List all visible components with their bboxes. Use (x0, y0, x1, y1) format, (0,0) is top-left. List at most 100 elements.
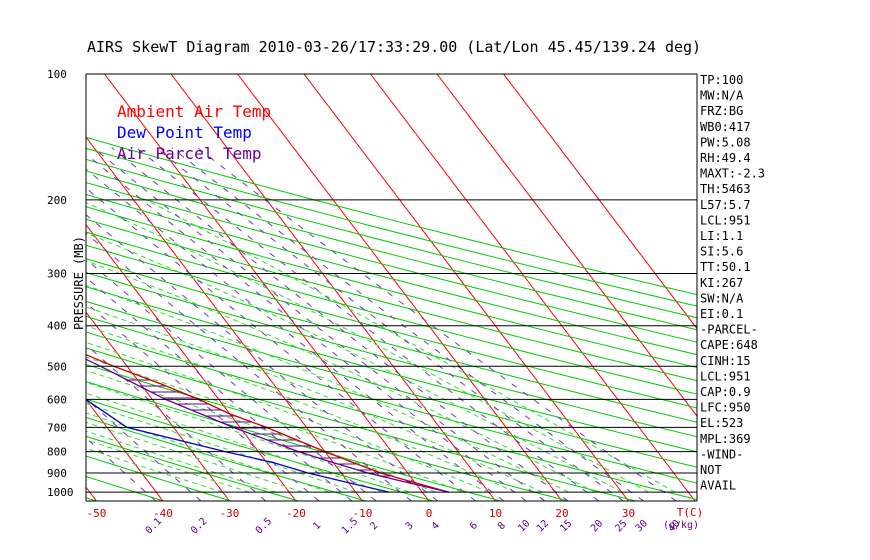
chart-title: AIRS SkewT Diagram 2010-03-26/17:33:29.0… (87, 38, 701, 56)
moist-adiabat-line (145, 199, 676, 493)
moist-adiabat-line (86, 325, 516, 493)
dry-adiabat-line (86, 315, 697, 484)
bottom-temp-tick-label: -30 (220, 507, 240, 520)
mixing-ratio-tick-label: 3 (404, 520, 416, 532)
pressure-tick-label: 900 (47, 467, 67, 480)
mixing-ratio-line (197, 147, 677, 501)
mixing-ratio-tick-label: 2 (368, 520, 380, 532)
index-readout: EL:523 (700, 416, 743, 430)
legend-dew-point-temp: Dew Point Temp (117, 123, 252, 142)
dry-adiabat-line (86, 193, 697, 356)
mixing-ratio-line (155, 147, 624, 501)
dry-adiabat-line (86, 380, 501, 501)
dry-adiabat-line (86, 331, 697, 501)
index-readout: MAXT:-2.3 (700, 167, 765, 181)
pressure-tick-label: 200 (47, 194, 67, 207)
moist-adiabat-line (86, 403, 356, 493)
pressure-tick-label: 500 (47, 360, 67, 373)
index-readout: LFC:950 (700, 401, 751, 415)
dry-adiabat-line (86, 218, 697, 382)
index-readout: PW:5.08 (700, 135, 751, 149)
dry-adiabat-line (86, 170, 697, 331)
dry-adiabat-line (86, 147, 697, 307)
dry-adiabat-line (86, 158, 697, 319)
dry-adiabat-line (86, 416, 366, 501)
bottom-temp-tick-label: -50 (87, 507, 107, 520)
index-readout: FRZ:BG (700, 104, 743, 118)
index-readout: RH:49.4 (700, 151, 751, 165)
moist-adiabat-line (86, 369, 436, 493)
index-readout: WB0:417 (700, 120, 751, 134)
cape-hatched-area (121, 376, 449, 493)
dry-adiabat-line (86, 136, 697, 296)
moist-adiabat-line (86, 439, 250, 493)
mixing-ratio-line (86, 168, 505, 501)
legend-air-parcel-temp: Air Parcel Temp (117, 144, 262, 163)
index-readout: LI:1.1 (700, 229, 743, 243)
index-readout: TP:100 (700, 73, 743, 87)
dry-adiabat-line (86, 300, 697, 468)
index-readout: SW:N/A (700, 291, 744, 305)
bottom-temp-tick-label: -10 (353, 507, 373, 520)
dry-adiabat-line (86, 206, 697, 369)
isotherm-line (86, 398, 164, 501)
bottom-temp-tick-label: 10 (489, 507, 502, 520)
index-readout: TH:5463 (700, 182, 751, 196)
index-readout: -WIND- (700, 447, 743, 461)
mixing-ratio-tick-label: 10 (516, 518, 532, 534)
dry-adiabat-line (86, 272, 697, 438)
moist-adiabat-line (86, 421, 303, 493)
isotherm-line (237, 74, 563, 501)
index-readout: NOT (700, 463, 722, 477)
mixing-ratio-tick-label: 6 (468, 520, 480, 532)
moist-adiabat-line (86, 381, 410, 493)
dry-adiabat-line (86, 347, 636, 501)
mixing-ratio-tick-label: 0.2 (189, 516, 210, 537)
ambient-temp-curve (86, 353, 450, 493)
bottom-temp-tick-label: 20 (555, 507, 568, 520)
mixing-ratio-tick-label: 0.5 (254, 516, 275, 537)
mixing-ratio-line (86, 344, 267, 501)
x-axis-label: T(C) (677, 506, 704, 519)
index-readout: LCL:951 (700, 369, 751, 383)
bottom-temp-tick-label: -40 (153, 507, 173, 520)
index-readout: SI:5.6 (700, 245, 743, 259)
mixing-ratio-tick-label: 8 (496, 520, 508, 532)
pressure-tick-label: 800 (47, 446, 67, 459)
dry-adiabat-line (86, 182, 697, 343)
isotherm-line (0, 74, 30, 501)
dry-adiabat-line (86, 435, 299, 501)
dew-point-curve (86, 398, 390, 493)
pressure-tick-label: 300 (47, 268, 67, 281)
isotherm-line (370, 74, 696, 501)
mixing-ratio-tick-label: 15 (558, 518, 574, 534)
index-readout: MPL:369 (700, 432, 751, 446)
mixing-ratio-line (86, 187, 477, 501)
mixing-ratio-tick-label: 12 (535, 518, 551, 534)
bottom-temp-tick-label: 0 (426, 507, 433, 520)
isotherm-line (303, 74, 629, 501)
index-readout: CAPE:648 (700, 338, 758, 352)
moist-adiabat-line (86, 412, 330, 493)
pressure-tick-label: 100 (47, 68, 67, 81)
pressure-tick-label: 400 (47, 320, 67, 333)
isotherm-line (86, 311, 230, 501)
index-readout: -PARCEL- (700, 323, 758, 337)
index-readout: LCL:951 (700, 213, 751, 227)
isotherm-line (436, 74, 697, 417)
mixing-ratio-tick-label: 25 (613, 518, 629, 534)
index-readout: L57:5.7 (700, 198, 751, 212)
dry-adiabat-line (86, 231, 697, 395)
index-readout: CINH:15 (700, 354, 751, 368)
moist-adiabat-line (86, 430, 277, 493)
pressure-tick-label: 700 (47, 421, 67, 434)
mixing-ratio-tick-label: 1 (311, 520, 323, 532)
y-axis-label: PRESSURE (MB) (72, 236, 86, 330)
pressure-tick-label: 600 (47, 393, 67, 406)
index-readout: TT:50.1 (700, 260, 751, 274)
mixing-ratio-unit-label: (g/kg) (663, 520, 699, 531)
mixing-ratio-tick-label: 20 (589, 518, 605, 534)
index-readout: AVAIL (700, 479, 736, 493)
dry-adiabat-line (0, 74, 29, 501)
